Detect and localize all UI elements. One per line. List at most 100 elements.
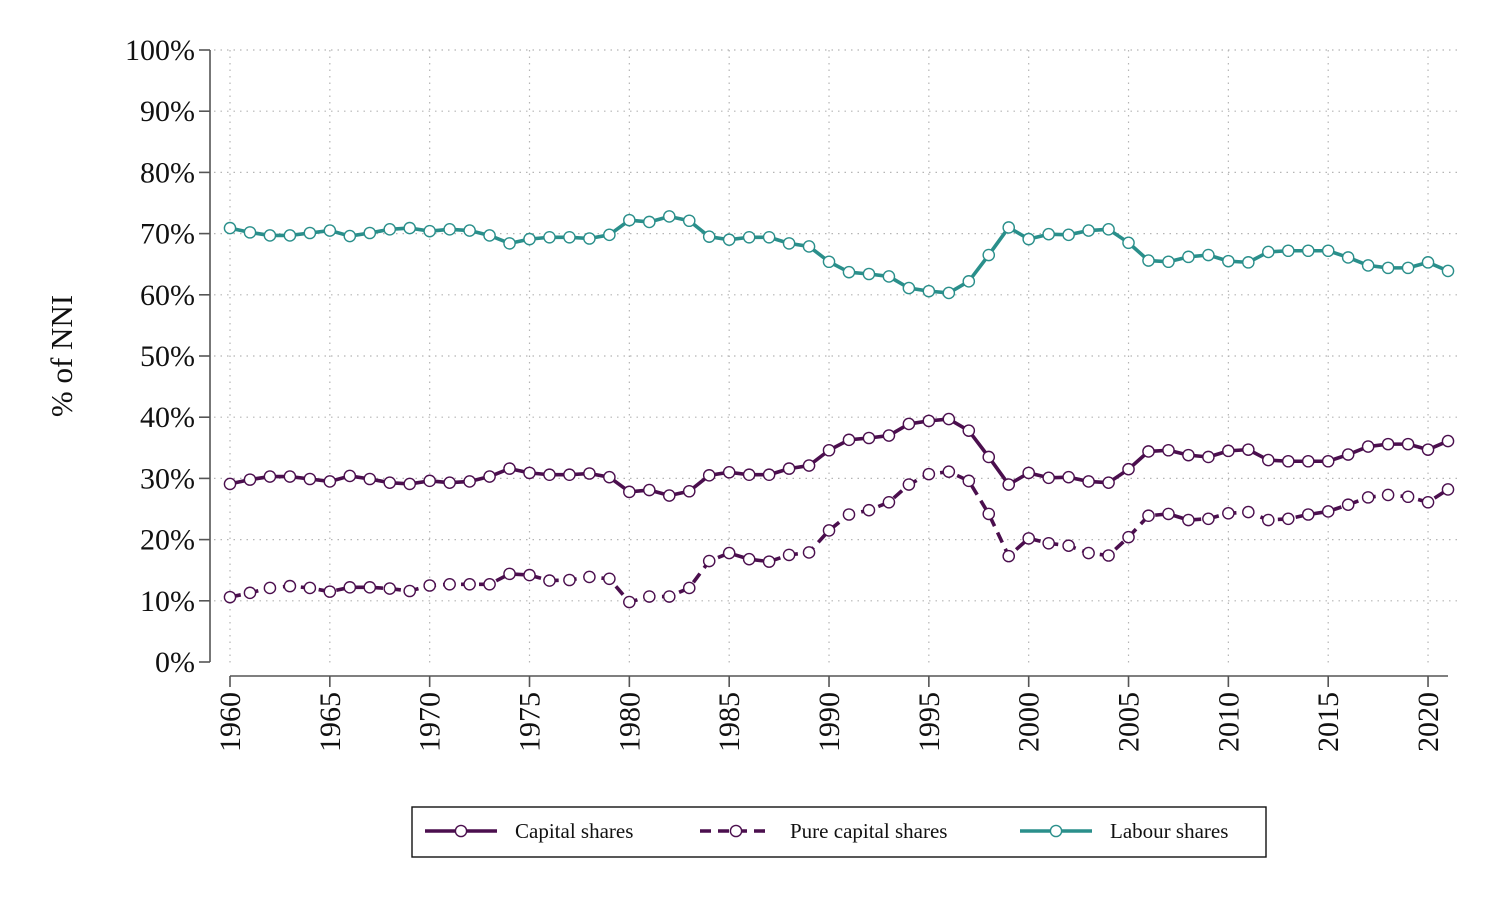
data-point (543, 468, 556, 482)
data-point (343, 229, 357, 243)
data-point (383, 582, 397, 595)
data-point (1321, 244, 1335, 258)
data-point (742, 552, 756, 566)
data-point (1281, 512, 1295, 526)
legend-items: Capital shares Pure capital shares Labour … (425, 819, 1228, 843)
data-point (822, 524, 836, 537)
data-point (223, 221, 237, 235)
data-point (643, 590, 656, 603)
data-point (1222, 444, 1235, 458)
legend-label: Pure capital shares (790, 819, 947, 843)
data-point (383, 223, 397, 236)
data-point (1002, 478, 1016, 491)
y-tick-label: 0% (155, 646, 195, 679)
data-point (483, 470, 496, 483)
data-point (1421, 495, 1435, 509)
data-point (363, 472, 377, 486)
data-point (303, 226, 317, 240)
data-point (962, 474, 976, 488)
data-point (1062, 470, 1075, 484)
x-tick-label: 2010 (1212, 692, 1245, 752)
data-point (1242, 256, 1255, 269)
data-point (443, 577, 456, 591)
data-point (1361, 259, 1375, 272)
data-point (662, 210, 676, 223)
data-point (782, 237, 796, 250)
data-point (1281, 454, 1295, 468)
data-point (603, 228, 616, 242)
data-point (383, 476, 397, 489)
data-point (583, 232, 596, 245)
data-point (662, 489, 676, 502)
data-point (1162, 443, 1175, 457)
data-point (982, 507, 996, 521)
data-point (882, 270, 896, 283)
data-point (623, 213, 636, 227)
data-point (702, 230, 716, 243)
data-point (1042, 471, 1055, 485)
data-point (1321, 505, 1335, 518)
data-point (523, 568, 536, 582)
data-point (283, 579, 297, 593)
data-point (1262, 513, 1275, 527)
data-point (1122, 236, 1135, 250)
data-point (862, 431, 876, 445)
data-point (1002, 549, 1016, 563)
data-point (363, 581, 377, 594)
x-tick-label: 2020 (1412, 692, 1445, 752)
data-point (543, 230, 556, 244)
data-point (463, 224, 476, 237)
data-point (1062, 228, 1075, 242)
x-tick-label: 1980 (613, 692, 646, 752)
data-point (1142, 254, 1155, 267)
data-point (643, 215, 656, 229)
data-point (1341, 448, 1355, 461)
series-line (229, 469, 1449, 604)
data-point (243, 473, 257, 486)
series-capital-shares (223, 412, 1455, 502)
data-point (1202, 248, 1215, 262)
data-point (862, 503, 876, 517)
data-point (782, 548, 796, 562)
data-point (583, 570, 596, 584)
data-point (902, 281, 916, 295)
legend-marker (1049, 824, 1063, 838)
data-point (1022, 466, 1035, 480)
data-point (483, 577, 496, 591)
data-point (643, 483, 656, 497)
data-point (762, 468, 776, 482)
data-point (982, 450, 996, 464)
data-point (922, 284, 936, 298)
data-point (563, 573, 576, 587)
y-tick-label: 40% (140, 401, 195, 434)
data-point (503, 567, 516, 581)
y-axis-ticks: 0% 10% 20% 30% 40% 50% 60% 70% 80% 90% 100% (125, 34, 210, 679)
series-pure-capital-shares (223, 465, 1455, 609)
data-point (922, 414, 936, 428)
data-point (283, 470, 297, 483)
data-point (682, 214, 696, 228)
data-point (902, 417, 916, 431)
data-point (1381, 261, 1395, 275)
data-point (802, 546, 816, 559)
data-point (623, 595, 636, 609)
data-point (1182, 448, 1195, 462)
data-point (702, 469, 716, 482)
data-point (223, 590, 237, 604)
data-point (1222, 506, 1235, 520)
data-point (1062, 539, 1075, 553)
data-point (1142, 445, 1155, 458)
legend: Capital shares Pure capital shares Labour … (411, 806, 1267, 858)
data-point (443, 223, 456, 236)
data-point (583, 467, 596, 480)
data-point (722, 465, 736, 479)
data-point (1301, 508, 1315, 521)
data-point (1441, 264, 1455, 278)
data-point (1162, 255, 1175, 269)
data-point (1182, 513, 1195, 527)
y-tick-label: 80% (140, 156, 195, 189)
data-point (842, 265, 856, 279)
data-point (263, 470, 277, 483)
y-tick-label: 20% (140, 524, 195, 557)
